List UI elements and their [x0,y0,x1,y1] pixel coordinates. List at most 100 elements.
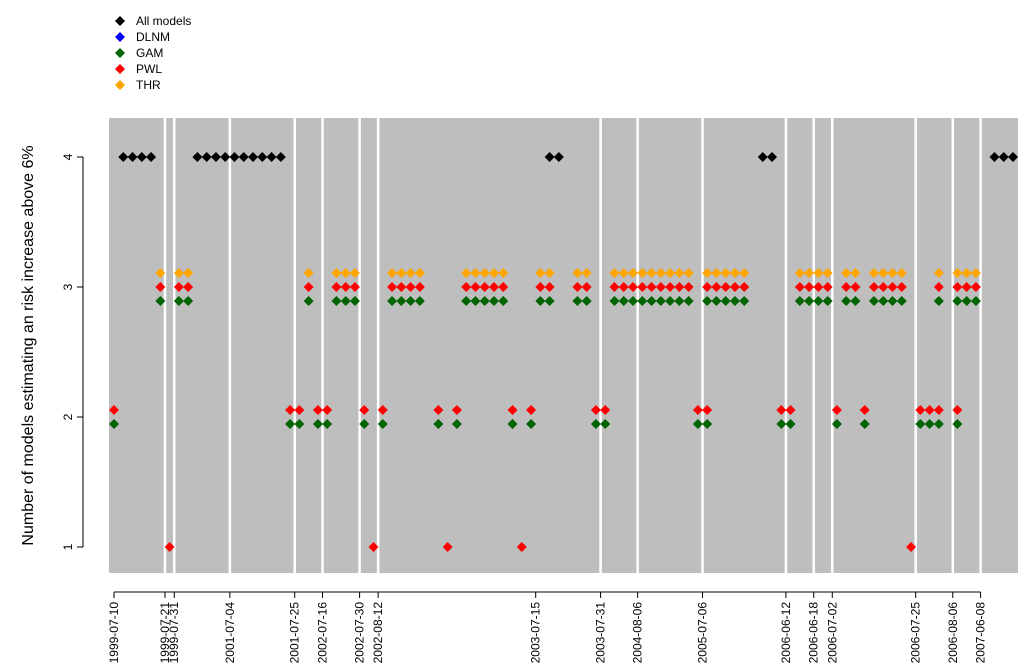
data-point [238,152,249,162]
data-point [646,282,657,292]
data-point [266,152,277,162]
data-point [331,282,342,292]
data-point [322,405,333,415]
data-point [377,405,388,415]
data-point [933,268,944,278]
data-point [340,282,351,292]
data-point [933,282,944,292]
data-point [173,268,184,278]
y-tick-label: 4 [61,153,75,160]
data-point [711,268,722,278]
data-point [609,296,620,306]
x-tick-label: 2005-07-06 [696,602,710,664]
data-point [396,282,407,292]
data-point [720,296,731,306]
data-point [414,296,425,306]
data-point [729,268,740,278]
data-point [841,268,852,278]
data-point [915,405,926,415]
legend-marker [115,16,125,26]
data-point [479,268,490,278]
y-tick-label: 3 [61,283,75,290]
data-point [164,542,175,552]
data-point [581,296,592,306]
data-point [702,419,713,429]
data-point [665,268,676,278]
data-point [729,282,740,292]
data-point [507,405,518,415]
legend-label: PWL [136,62,162,76]
x-tick-label: 2003-07-31 [594,602,608,664]
y-axis-label: Number of models estimating an risk incr… [20,145,37,545]
x-tick-label: 2006-07-02 [825,602,839,664]
x-tick-label: 2002-08-12 [371,602,385,664]
data-point [896,296,907,306]
data-point [794,296,805,306]
data-point [739,296,750,306]
data-point [294,419,305,429]
data-point [387,296,398,306]
data-point [961,296,972,306]
data-point [498,282,509,292]
data-point [396,268,407,278]
data-point [702,268,713,278]
data-point [387,282,398,292]
data-point [646,296,657,306]
x-tick-label: 2006-06-12 [779,602,793,664]
data-point [516,542,527,552]
data-point [312,419,323,429]
data-point [507,419,518,429]
data-point [488,296,499,306]
data-point [813,268,824,278]
data-point [767,152,778,162]
data-point [952,405,963,415]
data-point [285,419,296,429]
data-point [702,296,713,306]
data-point [349,282,360,292]
data-point [581,268,592,278]
legend-label: All models [136,14,191,28]
data-point [794,282,805,292]
data-point [109,405,119,415]
data-point [878,282,889,292]
data-point [683,296,694,306]
data-point [127,152,138,162]
data-point [340,296,351,306]
data-point [924,419,935,429]
data-point [609,282,620,292]
data-point [285,405,296,415]
data-point [303,296,314,306]
data-point [210,152,221,162]
data-point [229,152,240,162]
data-point [461,282,472,292]
legend-marker [115,64,125,74]
data-point [804,268,815,278]
data-point [924,405,935,415]
data-point [906,542,917,552]
data-point [183,282,194,292]
data-point [655,268,666,278]
data-point [637,268,648,278]
data-point [850,268,861,278]
data-point [303,268,314,278]
data-point [451,405,462,415]
data-point [442,542,453,552]
legend-marker [115,48,125,58]
data-point [850,282,861,292]
data-point [359,405,370,415]
x-tick-label: 2003-07-15 [529,602,543,664]
data-point [470,282,481,292]
data-point [702,282,713,292]
data-point [470,268,481,278]
data-point [961,282,972,292]
data-point [859,419,870,429]
data-point [887,268,898,278]
data-point [590,405,601,415]
data-point [572,282,583,292]
data-point [776,419,787,429]
data-point [970,268,981,278]
data-point [109,419,119,429]
data-point [155,282,166,292]
